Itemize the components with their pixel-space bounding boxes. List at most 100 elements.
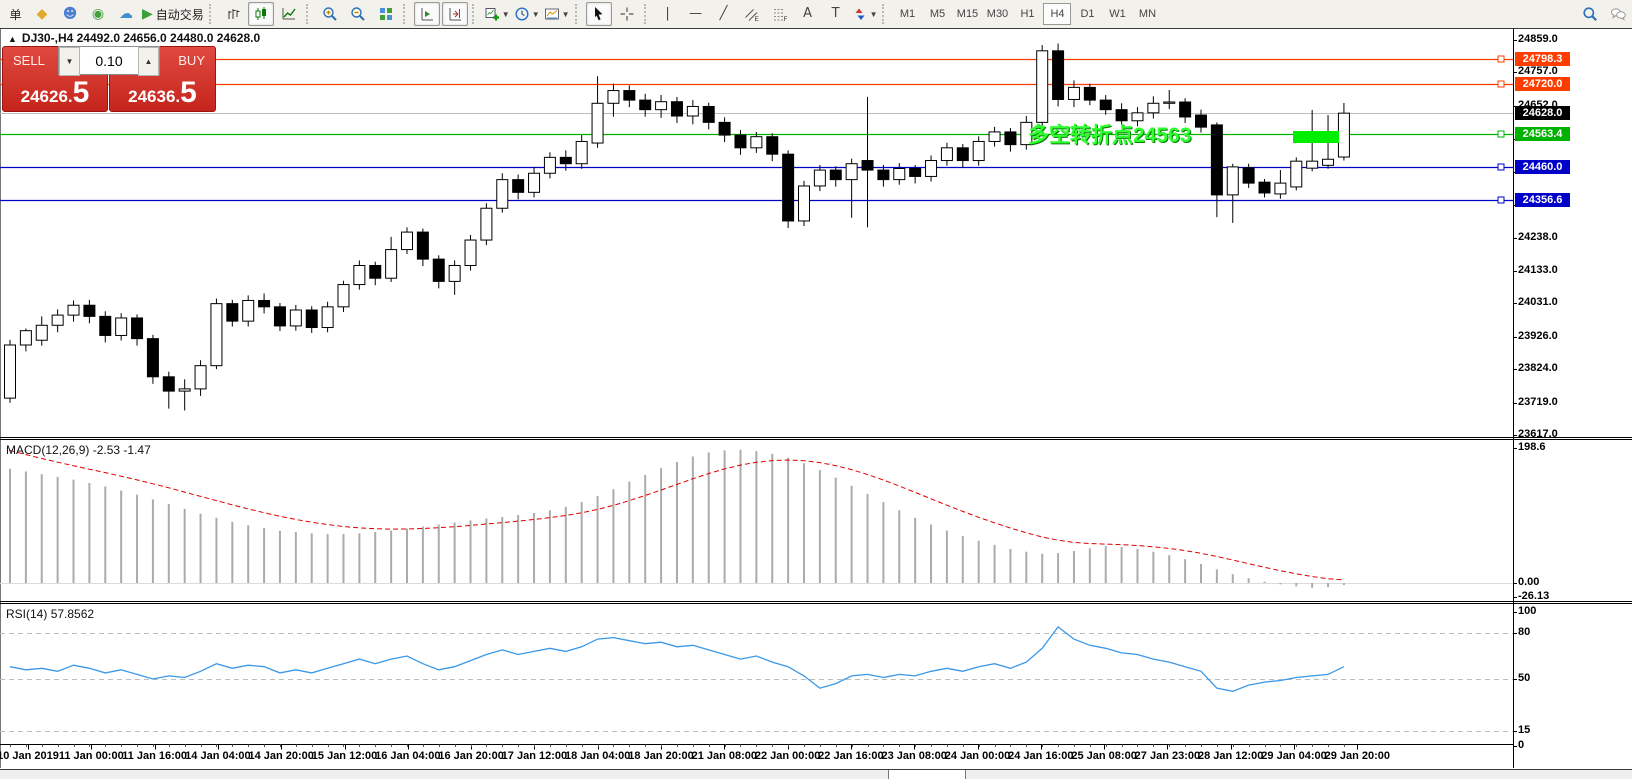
candle-body [1226,166,1239,196]
new-order-button[interactable]: 单 [9,7,22,22]
timeframe-m1[interactable]: M1 [899,8,916,20]
candle-body [1067,86,1080,100]
timeframe-h4[interactable]: H4 [1043,3,1072,25]
toolbar-separator [208,4,216,24]
timeframe-mn[interactable]: MN [1138,8,1157,20]
candle-body [146,338,159,378]
tile-windows-button[interactable] [373,2,399,26]
candle-body [273,306,286,327]
highlighter-icon[interactable]: ◆ [29,2,55,26]
candle-body [1337,112,1350,158]
timeframe-h1[interactable]: H1 [1020,8,1035,20]
auto-scroll-button[interactable] [413,2,440,26]
profiles-button[interactable]: ▼ [513,2,541,26]
autotrading-button[interactable]: ▶ 自动交易 [142,6,204,22]
text-button[interactable]: A [795,2,821,26]
chart-shift-button[interactable] [441,2,468,26]
candle-body [496,179,509,209]
dropdown-caret-icon[interactable]: ▼ [501,9,510,19]
chart-annotation-text[interactable]: 多空转折点24563 [1028,124,1192,147]
buy-label: BUY [178,53,205,68]
candle-body [178,388,191,392]
line-handle[interactable] [1497,55,1505,63]
time-tick-label: 21 Jan 08:00 [691,750,758,762]
cursor-button[interactable] [585,2,612,26]
zoom-in-icon [323,7,337,21]
arrows-button[interactable]: ▼ [851,2,879,26]
time-tick-label: 29 Jan 04:00 [1261,750,1327,762]
macd-scale-label: 0.00 [1518,576,1540,588]
macd-indicator-label: MACD(12,26,9) -2.53 -1.47 [6,443,151,457]
bar-chart-button[interactable] [220,2,246,26]
candle-body [1274,182,1287,195]
candle-body [1052,50,1065,100]
green-highlight-box[interactable] [1293,131,1339,143]
candle-body [813,169,826,187]
candle-body [1179,101,1192,118]
tile-windows-icon [379,8,392,20]
crosshair-button[interactable] [614,2,640,26]
horizontal-line-button[interactable]: — [683,2,709,26]
candlestick-chart-button[interactable] [247,2,274,26]
text-label-button[interactable]: T [823,2,849,26]
horizontal-scrollbar[interactable] [0,769,1632,779]
volume-decrease-button[interactable]: ▼ [59,47,80,76]
fibonacci-button[interactable]: F [767,2,793,26]
dropdown-caret-icon[interactable]: ▼ [869,9,878,19]
sell-price-pip: 5 [72,76,90,109]
signals-icon[interactable]: ◉ [85,2,111,26]
chat-icon [1611,8,1626,21]
candle-body [1258,181,1271,194]
time-tick-label: 24 Jan 00:00 [944,750,1011,762]
scrollbar-thumb[interactable] [888,770,966,779]
timeframe-w1[interactable]: W1 [1109,8,1126,20]
macd-scale-label: 198.6 [1518,441,1546,453]
candle-body [369,264,382,279]
dropdown-caret-icon[interactable]: ▼ [531,9,540,19]
trendline-button[interactable]: ╱ [711,2,737,26]
zoom-out-button[interactable] [345,2,371,26]
new-chart-button[interactable]: ▼ [483,2,511,26]
candle-body [750,136,763,149]
line-handle[interactable] [1497,80,1505,88]
candle-body [226,303,239,322]
dropdown-caret-icon[interactable]: ▼ [561,9,570,19]
macd-value-main: -2.53 [92,443,121,457]
vertical-line-button[interactable]: | [655,2,681,26]
chat-button[interactable] [1605,2,1631,26]
search-icon [1583,7,1597,21]
price-tick-label: 24757.0 [1518,65,1558,78]
market-icon-icon: ☁ [119,6,133,22]
templates-button[interactable]: ▼ [543,2,571,26]
candle-body [1083,86,1096,101]
timeframe-m15[interactable]: M15 [956,8,979,20]
line-handle[interactable] [1497,163,1505,171]
line-chart-button[interactable] [276,2,302,26]
timeframe-d1[interactable]: D1 [1080,8,1095,20]
svg-text:F: F [783,16,787,22]
market-icon[interactable]: ☁ [113,2,139,26]
collapse-triangle-icon[interactable]: ▲ [8,34,17,44]
line-price-badge: 24356.6 [1515,193,1570,207]
candle-body [289,309,302,327]
volume-increase-button[interactable]: ▲ [138,47,159,76]
line-handle[interactable] [1497,130,1505,138]
volume-input[interactable]: 0.10 [95,52,123,69]
timeframe-m30[interactable]: M30 [986,8,1009,20]
zoom-in-button[interactable] [317,2,343,26]
candle-body [639,99,652,111]
equidistant-channel-button[interactable]: E [739,2,765,26]
candle-body [798,185,810,222]
timeframe-m5[interactable]: M5 [929,8,946,20]
candle-body [385,249,398,279]
profile-icon[interactable]: ☻ [57,2,83,26]
equidistant-channel-icon: E [744,9,759,22]
time-tick-label: 29 Jan 20:00 [1324,750,1391,762]
line-handle[interactable] [1497,196,1505,204]
candle-body [1306,160,1319,169]
search-button[interactable] [1577,2,1603,26]
time-tick-label: 11 Jan 16:00 [122,750,188,762]
time-tick-label: 16 Jan 04:00 [375,750,441,762]
